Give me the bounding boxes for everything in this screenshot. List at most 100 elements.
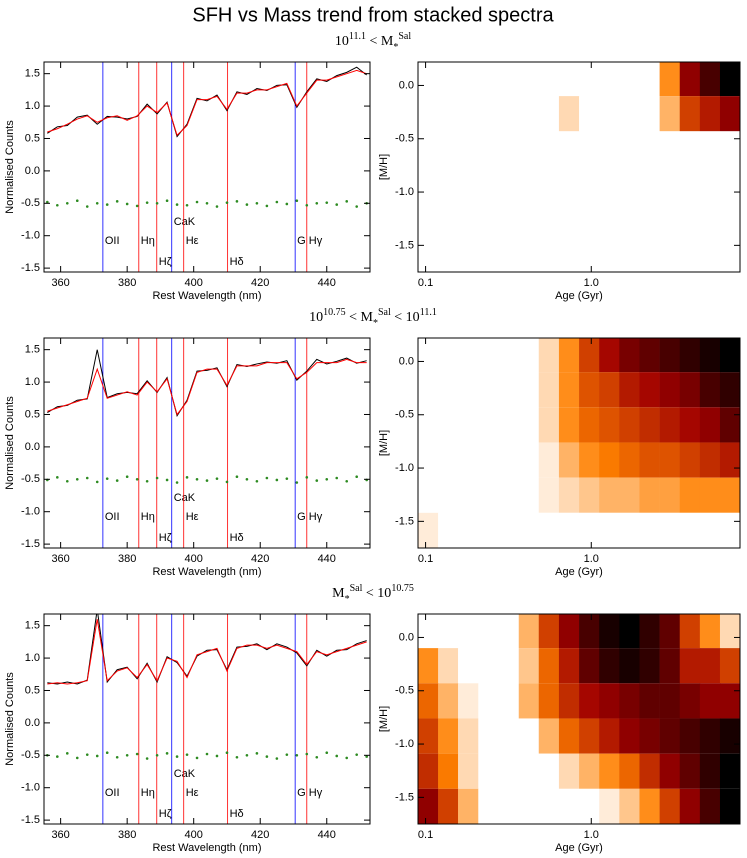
heat-cell (418, 614, 439, 649)
y-tick-label: -1.0 (21, 782, 40, 794)
heat-cell (659, 236, 681, 272)
heat-cell (518, 648, 540, 684)
heat-cell (498, 753, 520, 789)
residual-point (265, 204, 269, 208)
heat-cell (719, 407, 740, 443)
heat-cell (599, 614, 620, 649)
heat-cell (679, 477, 701, 513)
y-axis-label: Normalised Counts (4, 120, 16, 214)
subtitle-part: * (393, 42, 398, 53)
heat-cell (438, 648, 459, 684)
residual-point (185, 203, 189, 207)
heat-cell (679, 753, 701, 789)
feature-label: Hγ (309, 235, 323, 247)
x-tick-label: 440 (318, 277, 336, 289)
heat-cell (478, 614, 499, 649)
residual-point (95, 201, 99, 205)
heat-cell (498, 236, 520, 272)
residual-point (75, 477, 79, 481)
heat-cell (478, 753, 499, 789)
residual-point (235, 200, 239, 203)
subtitle-part: 11.1 (349, 31, 366, 42)
heat-cell (679, 338, 701, 373)
spectrum-line (47, 358, 367, 416)
residual-point (345, 479, 349, 483)
heat-cell (538, 166, 560, 202)
heat-cell (619, 718, 640, 754)
heat-cell (619, 338, 640, 373)
heat-cell (579, 648, 600, 684)
heat-cell (418, 62, 439, 97)
subtitle-part: 10 (335, 34, 349, 49)
heat-cell (438, 753, 459, 789)
heat-cell (699, 338, 721, 373)
heat-cell (599, 753, 620, 789)
feature-label: G (297, 787, 306, 799)
heat-cell (458, 166, 479, 202)
residual-point (85, 476, 89, 480)
feature-label: CaK (174, 768, 196, 780)
heat-cell (579, 407, 600, 443)
subtitle-part: 11.1 (420, 307, 437, 318)
heat-cell (639, 648, 660, 684)
feature-label: Hδ (230, 256, 244, 268)
heat-cell (438, 477, 459, 513)
heat-cell (558, 338, 580, 373)
residual-point (225, 751, 229, 755)
heat-cell (478, 166, 499, 202)
heat-cell (558, 96, 580, 132)
y-tick-label: 0.5 (25, 408, 40, 420)
subtitle-part: < M (366, 34, 394, 49)
residual-point (245, 203, 249, 206)
heat-cell (418, 338, 439, 373)
heat-cell (418, 407, 439, 443)
heat-cell (418, 683, 439, 719)
heat-cell (599, 407, 620, 443)
heat-cell (619, 477, 640, 513)
x-tick-label: 360 (51, 829, 69, 841)
y-tick-label: -1.5 (21, 538, 40, 550)
heat-cell (438, 718, 459, 754)
residual-point (255, 201, 259, 205)
heat-cell (558, 442, 580, 478)
heat-cell (679, 372, 701, 408)
y-tick-label: -1.5 (395, 791, 414, 803)
residual-point (365, 755, 368, 758)
feature-label: OII (105, 235, 120, 247)
heat-cell (538, 338, 560, 373)
heat-cell (438, 407, 459, 443)
heat-cell (478, 683, 499, 719)
heat-cell (719, 442, 740, 478)
heat-cell (699, 477, 721, 513)
x-tick-label: 1.0 (584, 829, 599, 841)
residual-point (145, 757, 149, 760)
feature-label: Hη (141, 511, 155, 523)
y-tick-label: 0.0 (25, 717, 40, 729)
residual-point (185, 476, 189, 479)
y-tick-label: 0.5 (25, 684, 40, 696)
y-tick-label: -0.5 (395, 685, 414, 697)
heat-cell (438, 512, 459, 548)
x-tick-label: 380 (118, 553, 136, 565)
plot-area (418, 614, 740, 824)
residual-point (215, 754, 219, 758)
residual-point (235, 755, 239, 759)
heat-cell (418, 442, 439, 478)
y-tick-label: -1.0 (395, 462, 414, 474)
heat-cell (458, 614, 479, 649)
spectrum-line (47, 349, 367, 418)
residual-point (115, 479, 119, 482)
heat-cell (438, 338, 459, 373)
heat-cell (579, 131, 600, 167)
heat-cell (679, 236, 701, 272)
heat-cell (619, 788, 640, 824)
heat-cell (699, 407, 721, 443)
x-tick-label: 380 (118, 829, 136, 841)
x-tick-label: 400 (185, 553, 203, 565)
residual-point (275, 757, 279, 760)
residual-point (265, 755, 269, 758)
heat-cell (679, 648, 701, 684)
heat-cell (619, 201, 640, 237)
heat-cell (659, 512, 681, 548)
